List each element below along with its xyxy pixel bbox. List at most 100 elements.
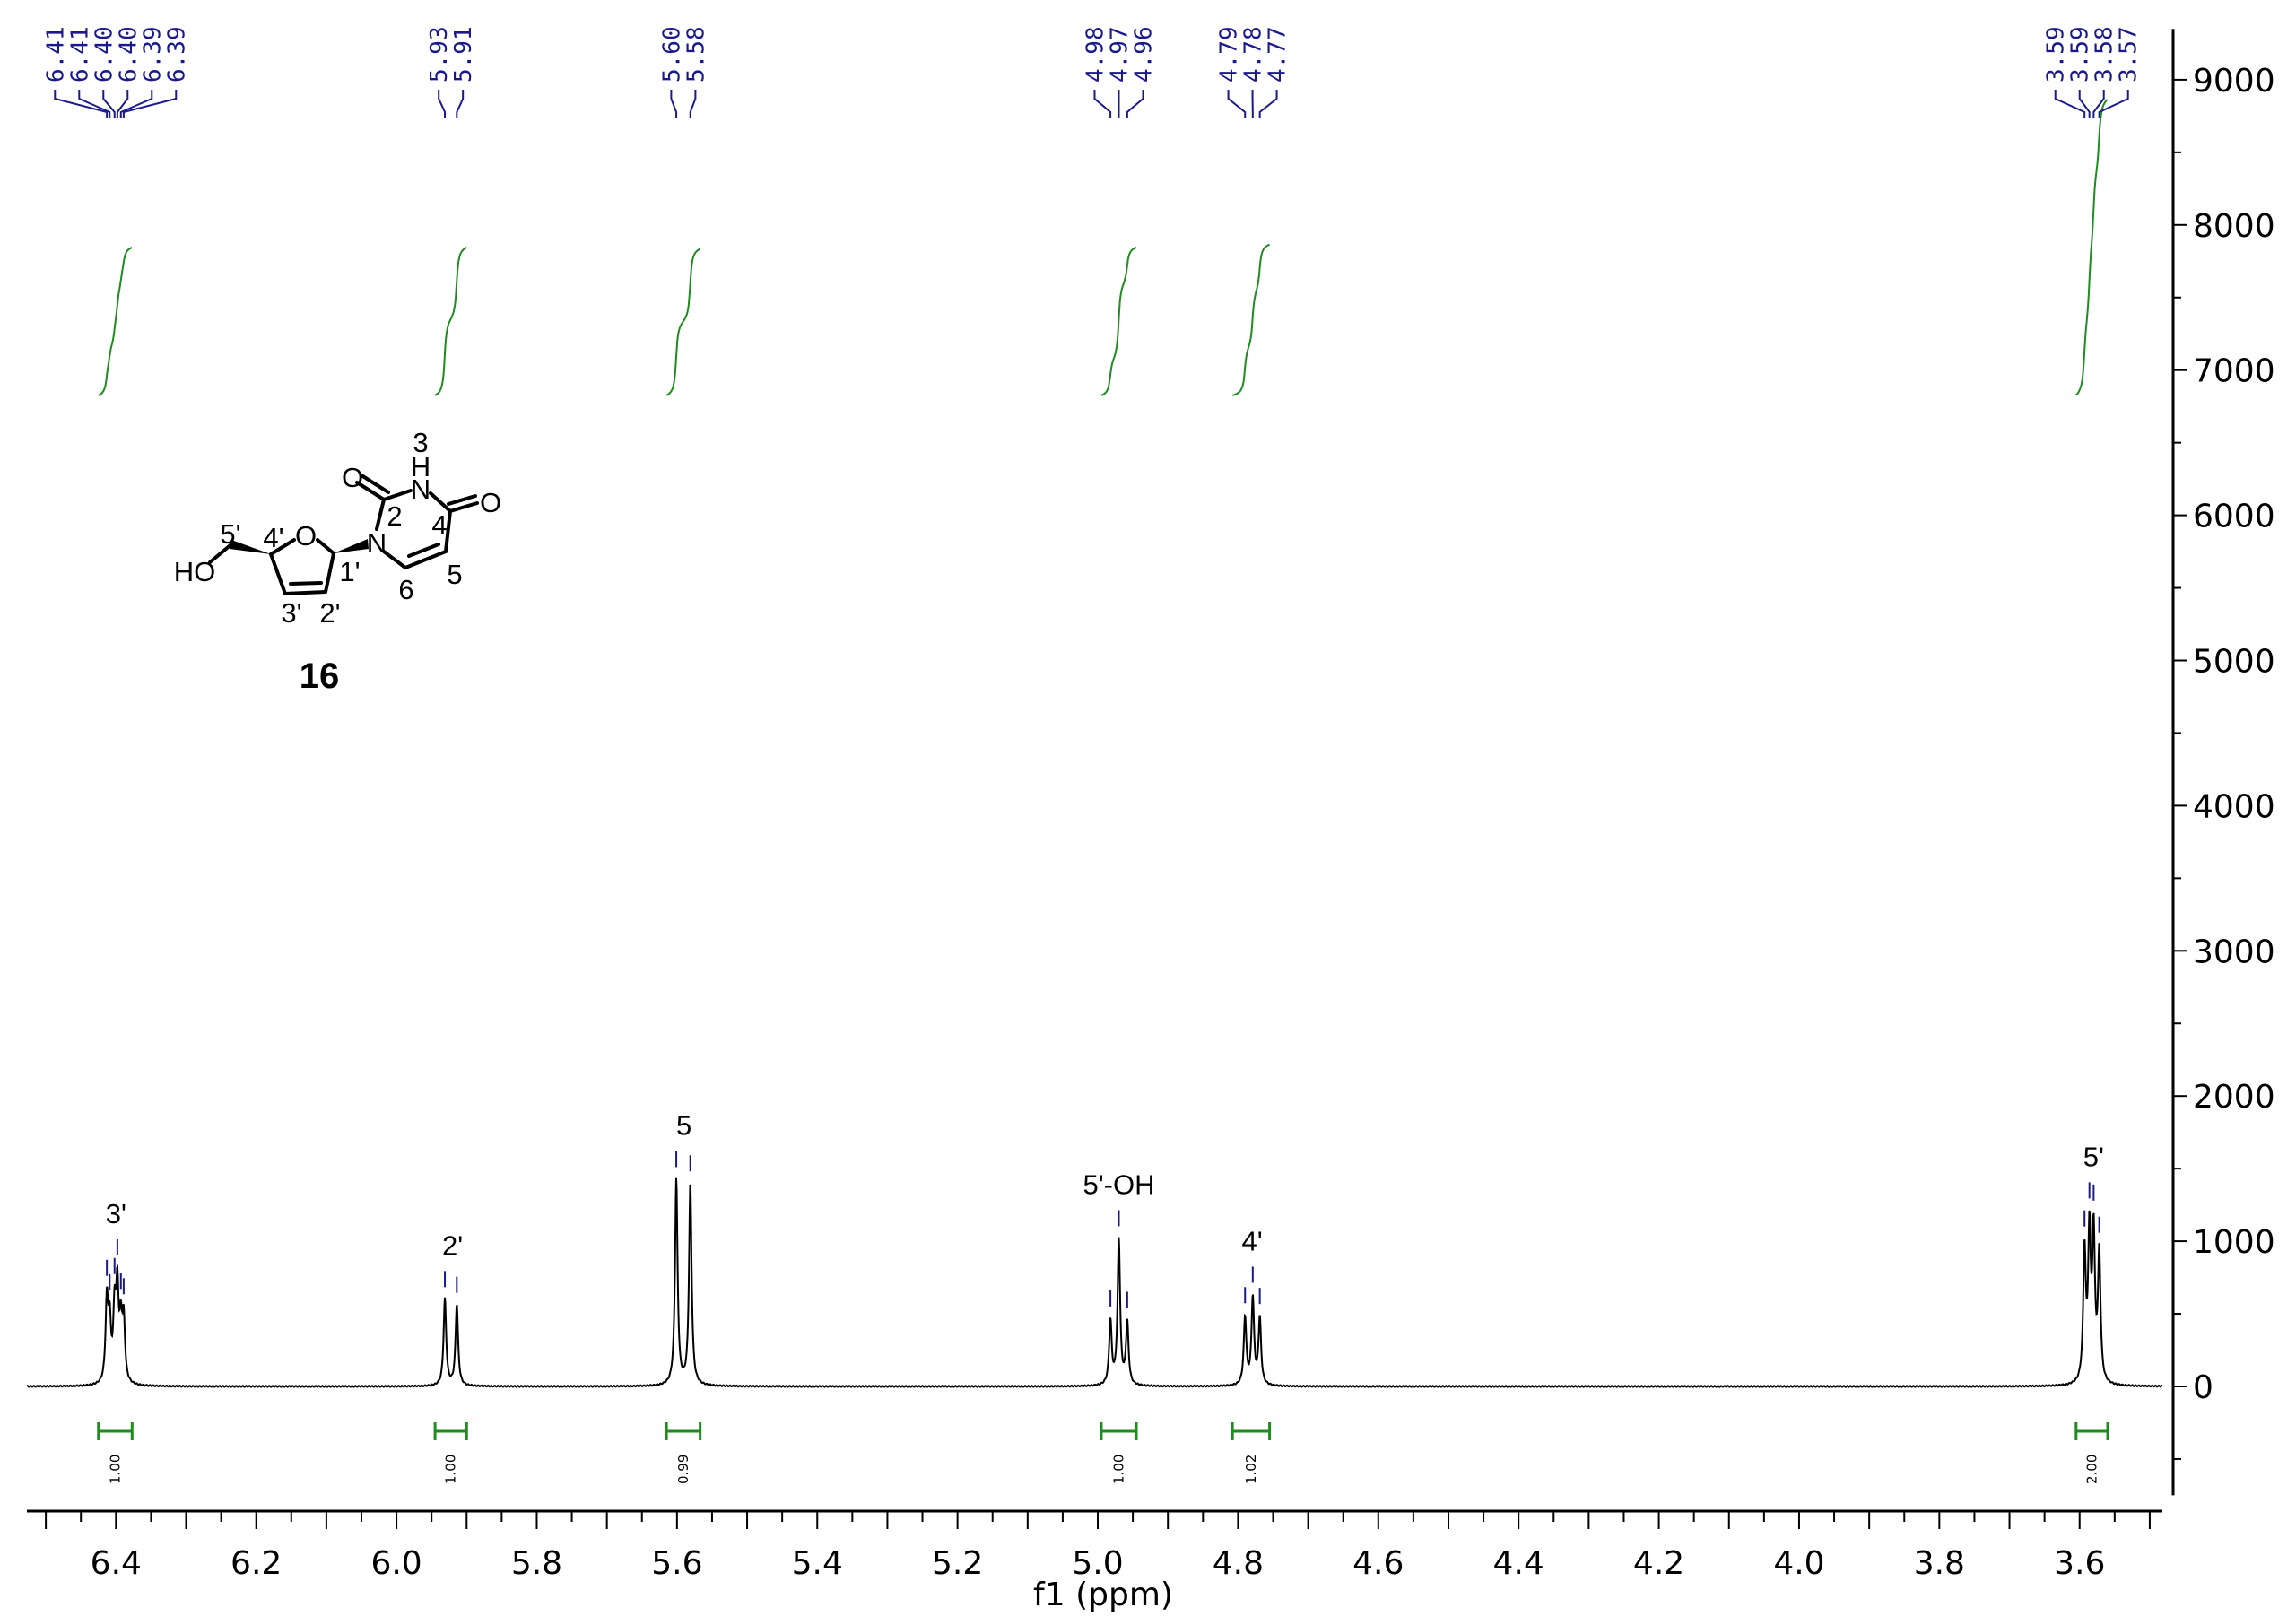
y-tick-label: 0 xyxy=(2193,1369,2213,1406)
integral-curve xyxy=(665,248,701,396)
peak-markers xyxy=(106,1151,2100,1308)
integral-value: 2.00 xyxy=(2083,1455,2100,1484)
integral-curve xyxy=(2075,99,2109,396)
integral-value: 1.00 xyxy=(1110,1455,1126,1484)
pos-2: 2 xyxy=(387,500,402,532)
integral-value: 1.00 xyxy=(108,1455,124,1484)
peak-shift-label: 6.40 xyxy=(115,26,142,83)
peak-label-connector xyxy=(54,90,109,118)
peak-assignment-label: 5 xyxy=(676,1109,691,1141)
peak-assignment-label: 2' xyxy=(442,1229,463,1261)
pos-4: 4 xyxy=(431,509,447,541)
y-tick-label: 1000 xyxy=(2193,1224,2275,1261)
integral-curve xyxy=(98,247,133,396)
peak-label-connector xyxy=(2078,90,2091,118)
peak-label-connector xyxy=(102,90,116,118)
peak-shift-label: 5.91 xyxy=(450,26,477,83)
pos-3prime: 3' xyxy=(281,597,301,629)
peak-label-connector xyxy=(2054,90,2086,118)
x-tick-label: 5.8 xyxy=(511,1545,562,1582)
x-axis-title: f1 (ppm) xyxy=(1033,1577,1173,1613)
x-tick-label: 5.2 xyxy=(932,1545,983,1582)
integral-value: 0.99 xyxy=(675,1455,691,1484)
integral-curve xyxy=(434,247,467,396)
peak-label-connector xyxy=(119,90,153,118)
peak-shift-label: 5.60 xyxy=(658,26,685,83)
peak-shift-label: 4.77 xyxy=(1265,26,1292,83)
peak-assignment-label: 5' xyxy=(2083,1141,2104,1172)
peak-shift-label: 4.98 xyxy=(1082,26,1109,83)
atom-n3: N xyxy=(411,474,430,505)
peak-label-connector xyxy=(438,90,447,118)
x-tick-label: 6.4 xyxy=(91,1545,142,1582)
peak-label-connector xyxy=(2098,90,2129,118)
atom-o4: O xyxy=(480,487,501,518)
peak-shift-label: 5.93 xyxy=(426,26,453,83)
atom-ho: HO xyxy=(174,556,216,587)
peak-shift-label: 5.58 xyxy=(683,26,709,83)
pos-4prime: 4' xyxy=(263,522,283,553)
peak-shift-label: 4.78 xyxy=(1240,26,1267,83)
y-tick-label: 7000 xyxy=(2193,353,2275,390)
pos-5: 5 xyxy=(447,559,462,590)
peak-shift-label: 3.59 xyxy=(2043,26,2070,83)
pos-6: 6 xyxy=(398,574,413,605)
x-tick-label: 6.0 xyxy=(370,1545,422,1582)
peak-shift-label: 4.97 xyxy=(1106,26,1133,83)
x-tick-label: 6.2 xyxy=(230,1545,282,1582)
peak-label-connector xyxy=(1227,90,1247,118)
peak-label-connector xyxy=(1258,90,1278,118)
x-tick-label: 5.4 xyxy=(792,1545,843,1582)
peak-shift-label: 3.57 xyxy=(2116,26,2143,83)
integral-curves xyxy=(98,99,2109,396)
molecule-structure xyxy=(208,474,479,595)
peak-shift-label: 6.40 xyxy=(91,26,117,83)
peak-shift-label: 4.79 xyxy=(1216,26,1243,83)
peak-shift-label: 6.41 xyxy=(66,26,93,83)
peak-assignment-label: 5'-OH xyxy=(1083,1169,1154,1200)
peak-label-connector xyxy=(670,90,678,118)
peak-label-connector xyxy=(1126,90,1144,118)
x-tick-label: 3.8 xyxy=(1914,1545,1965,1582)
peak-shift-label: 4.96 xyxy=(1130,26,1157,83)
x-tick-label: 4.8 xyxy=(1213,1545,1264,1582)
y-tick-label: 2000 xyxy=(2193,1079,2275,1116)
atom-o2: O xyxy=(342,462,363,493)
integral-curve xyxy=(1100,247,1137,396)
x-tick-label: 3.6 xyxy=(2054,1545,2105,1582)
peak-shift-label: 3.59 xyxy=(2067,26,2094,83)
pos-1prime: 1' xyxy=(339,556,360,587)
peak-assignment-label: 4' xyxy=(1241,1225,1262,1256)
peak-shift-label: 6.39 xyxy=(163,26,190,83)
spectrum-line xyxy=(26,1177,2163,1388)
molecule-labels: HO O N N H O O 5' 4' 1' 2' 3' 2 3 4 5 6 … xyxy=(174,427,501,696)
x-tick-label: 4.4 xyxy=(1493,1545,1544,1582)
integral-value: 1.00 xyxy=(443,1455,459,1484)
peak-label-connector xyxy=(116,90,129,118)
peak-labels: 6.416.416.406.406.396.39 5.935.91 5.605.58… xyxy=(42,26,2143,118)
y-tick-label: 4000 xyxy=(2193,788,2275,825)
pos-5prime: 5' xyxy=(220,518,240,550)
peak-shift-label: 6.41 xyxy=(42,26,69,83)
pos-2prime: 2' xyxy=(319,597,340,629)
peak-label-connector xyxy=(689,90,697,118)
compound-number: 16 xyxy=(300,656,340,696)
atom-h3: H xyxy=(411,451,430,482)
y-tick-label: 6000 xyxy=(2193,499,2275,535)
atom-o-ring: O xyxy=(295,520,317,552)
peak-label-connector xyxy=(2092,90,2105,118)
x-tick-label: 4.6 xyxy=(1352,1545,1404,1582)
peak-assignment-label: 3' xyxy=(106,1198,126,1229)
peak-shift-label: 6.39 xyxy=(139,26,166,83)
peak-label-connector xyxy=(122,90,178,118)
atom-n1: N xyxy=(367,527,387,559)
x-tick-label: 5.6 xyxy=(651,1545,702,1582)
x-tick-label: 4.0 xyxy=(1773,1545,1824,1582)
x-axis: 6.4 6.2 6.0 5.8 5.6 5.4 5.2 5.0 4.8 4.6 4.4 4.2 4.0 3… xyxy=(27,1509,2162,1582)
peak-label-connector xyxy=(1093,90,1112,118)
integral-value: 1.02 xyxy=(1243,1455,1259,1484)
peak-label-connector xyxy=(78,90,111,118)
peak-assignments: 3' 2' 5 5'-OH 4' 5' xyxy=(106,1109,2104,1261)
peak-label-connector xyxy=(456,90,465,118)
